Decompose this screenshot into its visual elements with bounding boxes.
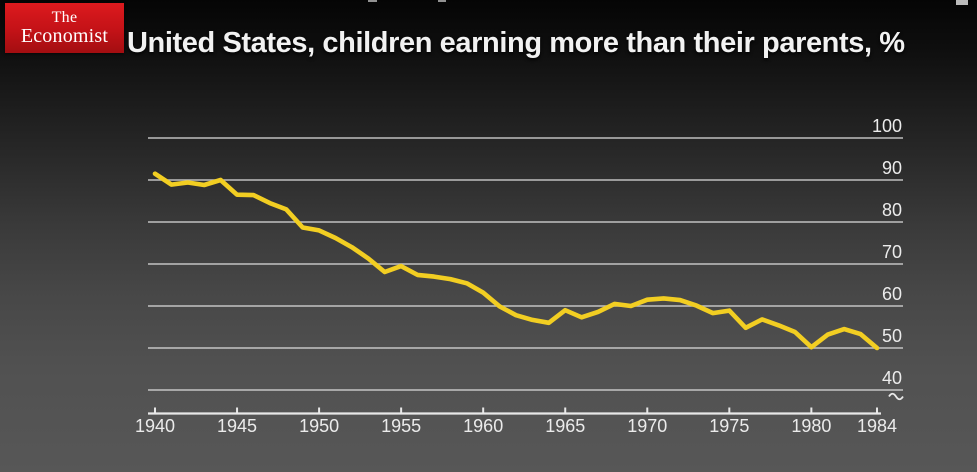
y-tick-label: 80 [882,200,902,220]
series-line [152,171,880,351]
y-tick-label: 90 [882,158,902,178]
economist-logo: The Economist [5,3,124,53]
x-tick-label: 1970 [627,416,667,436]
x-tick-label: 1965 [545,416,585,436]
y-tick-label: 70 [882,242,902,262]
cropped-text-remnant-2 [438,0,446,2]
cropped-text-remnant-1 [368,0,377,2]
y-tick-label: 50 [882,326,902,346]
y-tick-label: 100 [872,116,902,136]
chart-title: United States, children earning more tha… [127,27,905,59]
x-tick-label: 1984 [857,416,897,436]
y-tick-label: 60 [882,284,902,304]
x-tick-label: 1975 [709,416,749,436]
cropped-ui-remnant [956,0,968,5]
y-tick-label: 40 [882,368,902,388]
x-tick-label: 1960 [463,416,503,436]
x-tick-label: 1980 [791,416,831,436]
x-tick-label: 1955 [381,416,421,436]
axis-break-icon [888,392,904,401]
economist-logo-line1: The [51,9,78,26]
x-tick-label: 1940 [135,416,175,436]
economist-logo-line2: Economist [20,25,109,47]
x-tick-label: 1945 [217,416,257,436]
x-tick-label: 1950 [299,416,339,436]
